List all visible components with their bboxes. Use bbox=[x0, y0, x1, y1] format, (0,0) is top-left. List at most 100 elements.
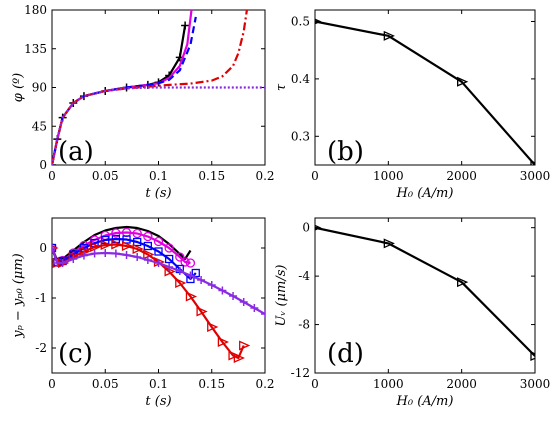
data-point bbox=[133, 253, 142, 261]
data-point bbox=[143, 241, 153, 251]
data-point bbox=[111, 239, 123, 250]
y-tick-label: 0.4 bbox=[291, 72, 310, 86]
data-point bbox=[175, 252, 185, 262]
data-point bbox=[121, 240, 134, 252]
data-point bbox=[185, 291, 198, 302]
data-point bbox=[58, 259, 67, 267]
x-tick-label: 1000 bbox=[373, 377, 404, 391]
x-tick-label: 2000 bbox=[446, 169, 477, 183]
data-point bbox=[153, 236, 164, 247]
data-point bbox=[457, 76, 469, 87]
data-point bbox=[217, 336, 230, 348]
y-tick-label: 135 bbox=[24, 42, 47, 56]
series-line bbox=[52, 247, 265, 315]
data-point bbox=[457, 277, 469, 288]
data-point bbox=[239, 298, 248, 306]
y-axis-label: τ bbox=[274, 83, 289, 91]
panel-d: 0 1000 2000 3000 0 -4 -8 -12 H₀ (A/m) Uᵥ (μm/s) (d… bbox=[274, 217, 550, 409]
y-tick-label: 90 bbox=[32, 81, 47, 95]
data-point bbox=[132, 228, 142, 239]
data-point bbox=[185, 258, 196, 268]
series-line bbox=[52, 225, 192, 262]
data-point bbox=[143, 256, 152, 264]
series-line bbox=[52, 86, 265, 165]
x-tick-label: 0.2 bbox=[255, 169, 274, 183]
x-tick-label: 0.05 bbox=[92, 169, 119, 183]
series-group bbox=[52, 225, 265, 364]
data-point bbox=[207, 281, 216, 289]
y-tick-label: 0.3 bbox=[291, 129, 310, 143]
data-point bbox=[181, 21, 190, 30]
data-point bbox=[186, 271, 195, 280]
data-point bbox=[239, 340, 251, 351]
y-tick-label: 0 bbox=[39, 241, 47, 255]
x-tick-label: 0.1 bbox=[149, 169, 168, 183]
y-tick-label: -8 bbox=[298, 318, 310, 332]
x-tick-label: 0.15 bbox=[198, 169, 225, 183]
data-point bbox=[228, 350, 240, 361]
data-point bbox=[175, 267, 184, 275]
data-point bbox=[165, 263, 174, 271]
data-point bbox=[101, 249, 110, 257]
x-axis-label: t (s) bbox=[145, 186, 171, 201]
panel-label: (d) bbox=[327, 339, 364, 369]
series-line bbox=[52, 237, 197, 281]
data-point bbox=[154, 247, 163, 256]
series-group bbox=[315, 224, 535, 362]
x-tick-label: 0.05 bbox=[92, 377, 119, 391]
data-point bbox=[383, 238, 395, 249]
data-point bbox=[52, 244, 56, 252]
data-point bbox=[164, 254, 174, 264]
data-point bbox=[191, 268, 200, 278]
x-tick-label: 0 bbox=[311, 169, 319, 183]
data-point bbox=[164, 243, 174, 253]
data-point bbox=[111, 228, 121, 238]
data-point bbox=[197, 276, 206, 284]
x-axis-label: t (s) bbox=[145, 394, 171, 409]
series-line bbox=[52, 10, 248, 165]
x-tick-label: 0.1 bbox=[149, 377, 168, 391]
x-tick-label: 2000 bbox=[446, 377, 477, 391]
y-tick-label: -4 bbox=[298, 269, 310, 283]
data-point bbox=[383, 30, 395, 41]
data-point bbox=[229, 292, 238, 300]
data-point bbox=[233, 352, 245, 364]
data-point bbox=[122, 235, 131, 244]
x-axis-label: H₀ (A/m) bbox=[396, 394, 454, 409]
y-tick-label: 45 bbox=[32, 119, 47, 133]
series-group bbox=[52, 10, 265, 165]
panel-a: 0 0.05 0.1 0.15 0.2 0 45 90 135 180 t (s) φ (º) (a) bbox=[11, 3, 275, 201]
data-point bbox=[180, 257, 190, 267]
x-tick-label: 1000 bbox=[373, 169, 404, 183]
data-point bbox=[218, 286, 227, 295]
y-tick-label: -12 bbox=[291, 366, 310, 380]
data-point bbox=[207, 321, 219, 333]
data-point bbox=[69, 255, 78, 263]
data-point bbox=[133, 237, 142, 247]
y-tick-label: -1 bbox=[35, 291, 47, 305]
panel-label: (a) bbox=[58, 137, 94, 167]
data-point bbox=[100, 239, 112, 251]
data-point bbox=[530, 351, 535, 362]
series-line bbox=[315, 20, 535, 165]
data-point bbox=[175, 277, 187, 289]
data-point bbox=[122, 251, 131, 259]
panel-b: 0 1000 2000 3000 0.3 0.4 0.5 H₀ (A/m) τ (b) bbox=[274, 9, 550, 201]
panel-c: 0 0.05 0.1 0.15 0.2 0 -1 -2 t (s) yₚ − yₚ₀ (μm) (c… bbox=[11, 217, 275, 409]
y-axis-label: φ (º) bbox=[11, 73, 26, 103]
data-point bbox=[79, 251, 88, 260]
y-tick-label: -2 bbox=[35, 341, 47, 355]
data-point bbox=[315, 224, 322, 231]
data-point bbox=[90, 249, 99, 258]
data-point bbox=[315, 18, 322, 25]
data-point bbox=[250, 304, 259, 312]
data-point bbox=[101, 235, 110, 245]
series-line bbox=[315, 226, 535, 357]
x-axis-label: H₀ (A/m) bbox=[396, 186, 454, 201]
panel-label: (b) bbox=[327, 137, 364, 167]
data-point bbox=[132, 243, 144, 255]
y-tick-label: 180 bbox=[24, 3, 47, 17]
x-tick-label: 0 bbox=[48, 169, 56, 183]
y-tick-label: 0 bbox=[302, 221, 310, 235]
